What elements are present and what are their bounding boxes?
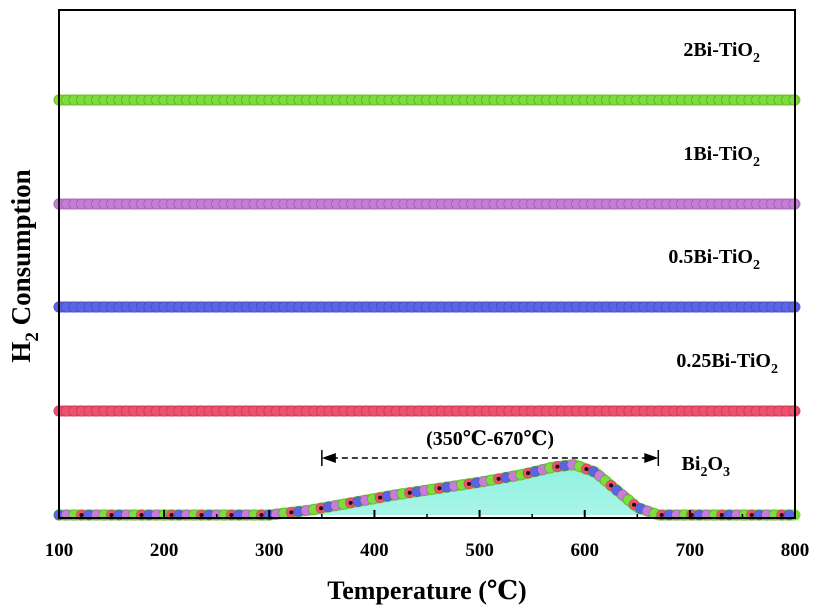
data-marker-dot [199,513,204,517]
data-marker-dot [259,513,264,517]
series-label: 2Bi-TiO2 [683,39,760,66]
data-marker-dot [779,513,784,517]
x-tick-label: 700 [676,540,705,561]
data-marker-dot [749,513,754,517]
series-label-sub: 3 [723,465,730,480]
data-marker-dot [407,490,412,495]
x-tick-label: 600 [570,540,599,561]
data-marker-dot [584,466,589,471]
x-tick-label: 200 [150,540,179,561]
data-marker-dot [526,471,531,476]
series-label: Bi2O3 [682,453,730,480]
bi2o3-area-fill [59,464,795,515]
data-marker-dot [79,513,84,517]
x-tick-label: 300 [255,540,284,561]
data-marker-dot [169,513,174,517]
data-marker-dot [378,495,383,500]
series-label-main: 1Bi-TiO [683,143,753,165]
series-1 [53,94,801,106]
series-label-sub: 2 [753,51,760,66]
y-axis-title-sub: 2 [22,332,43,342]
x-axis-title: Temperature (℃) [327,576,526,605]
series-label-sub: 2 [753,258,760,273]
range-arrow-right [644,453,659,463]
series-labels: 2Bi-TiO21Bi-TiO20.5Bi-TiO20.25Bi-TiO2Bi2… [668,39,778,480]
x-tick-label: 100 [45,540,74,561]
data-marker-dot [632,502,637,507]
series-label-main: 0.5Bi-TiO [668,246,753,268]
series-label-main: Bi [682,453,701,475]
y-axis-title-main: H [6,342,36,363]
data-marker-dot [659,513,664,517]
series-label: 0.25Bi-TiO2 [676,350,778,377]
x-tick-label: 500 [465,540,494,561]
y-axis-title-rest: Consumption [6,169,36,332]
range-annotation-text: (350℃-670℃) [426,428,554,450]
series-2 [53,198,801,210]
series-3 [53,301,801,313]
data-marker-dot [348,500,353,505]
data-marker-dot [609,483,614,488]
x-axis: 100 200 300 400 500 600 700 800 [45,510,810,561]
data-marker-dot [229,513,234,517]
series-label: 1Bi-TiO2 [683,143,760,170]
range-arrow-left [321,453,336,463]
series-4 [53,405,801,417]
data-marker-dot [555,464,560,469]
series-label-main: O [707,453,723,475]
data-marker-dot [139,513,144,517]
data-marker-dot [496,476,501,481]
series-label-sub: 2 [771,362,778,377]
data-marker-dot [467,481,472,486]
x-tick-label: 400 [360,540,389,561]
data-marker-dot [719,513,724,517]
data-marker-dot [319,506,324,511]
y-axis-title: H2 Consumption [6,169,43,362]
series-label-main: 2Bi-TiO [683,39,753,61]
x-tick-label: 800 [781,540,810,561]
data-marker-dot [289,510,294,515]
series-label-main: 0.25Bi-TiO [676,350,771,372]
temperature-range-annotation: (350℃-670℃) [321,428,660,466]
series-label-sub: 2 [753,155,760,170]
series-label-sub: 2 [700,465,707,480]
series-layer [53,94,801,521]
series-label: 0.5Bi-TiO2 [668,246,760,273]
series-5 [53,459,801,521]
data-marker-dot [437,486,442,491]
